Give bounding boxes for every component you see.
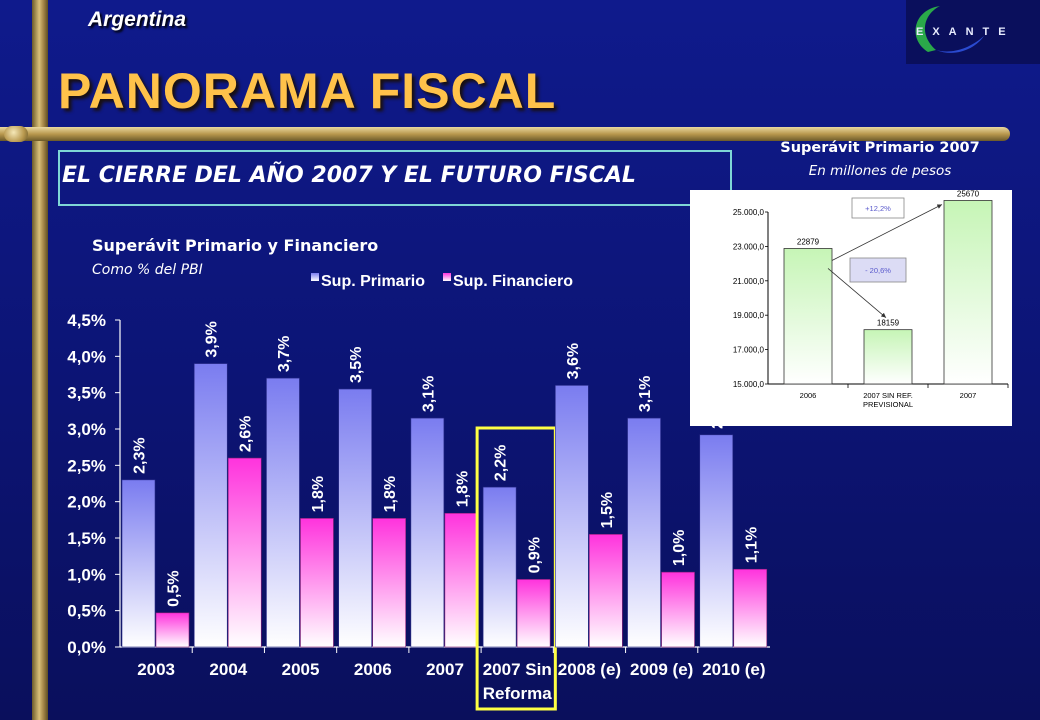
logo-swoosh-icon xyxy=(915,6,984,53)
bar-primario xyxy=(338,388,372,648)
subtitle-frame xyxy=(58,150,732,206)
x-tick-label: 2007 xyxy=(426,660,464,679)
gold-horizontal-bar xyxy=(0,127,1010,141)
y-tick-label: 2,5% xyxy=(67,456,106,475)
annotation-box-down xyxy=(849,257,907,283)
chart2-y-tick-label: 23.000,0 xyxy=(733,242,765,251)
chart2-y-tick-label: 17.000,0 xyxy=(733,346,765,355)
y-tick-label: 1,0% xyxy=(67,565,106,584)
chart2-title: Superávit Primario 2007 xyxy=(780,140,980,156)
data-label-primario: 3,1% xyxy=(420,376,437,412)
bar-financiero xyxy=(733,568,768,648)
x-tick-label: 2003 xyxy=(137,660,175,679)
chart2-x-tick-label: 2007 xyxy=(960,391,977,400)
bar-primario xyxy=(193,363,228,648)
data-label-financiero: 1,8% xyxy=(382,476,399,512)
bar-primario xyxy=(699,434,734,648)
y-tick-label: 3,0% xyxy=(67,420,106,439)
bar-primario xyxy=(555,385,589,648)
y-tick-label: 2,0% xyxy=(67,493,106,512)
bar-primario xyxy=(410,417,445,648)
data-label-financiero: 1,0% xyxy=(671,530,688,566)
country-label: Argentina xyxy=(88,8,187,31)
bar-financiero xyxy=(444,512,479,648)
page-subtitle: EL CIERRE DEL AÑO 2007 Y EL FUTURO FISCA… xyxy=(62,163,636,188)
data-label-financiero: 2,6% xyxy=(238,416,255,452)
y-tick-label: 0,0% xyxy=(67,638,106,657)
y-tick-label: 3,5% xyxy=(67,384,106,403)
x-tick-label: Reforma xyxy=(483,684,553,703)
data-label-financiero: 0,9% xyxy=(527,537,544,573)
chart-subtitle: Como % del PBI xyxy=(92,262,203,278)
data-label-financiero: 0,5% xyxy=(166,570,183,606)
fiscal-surplus-chart: 0,0% 0,5% 1,0% 1,5% 2,0% 2,5% 3,0% 3,5% 4,0% 4,5%… xyxy=(67,273,770,711)
data-label-financiero: 1,8% xyxy=(310,476,327,512)
data-label-primario: 3,9% xyxy=(204,321,221,357)
bar-primario xyxy=(266,377,300,648)
chart2-bar xyxy=(783,248,833,385)
y-tick-label: 4,0% xyxy=(67,347,106,366)
chart2-x-tick-label: 2006 xyxy=(800,391,817,400)
data-label-primario: 3,5% xyxy=(348,347,365,383)
bar-financiero xyxy=(300,518,334,648)
bar-primario xyxy=(482,486,517,648)
x-tick-label: 2006 xyxy=(354,660,392,679)
data-label-primario: 2,3% xyxy=(132,437,149,473)
bar-primario xyxy=(121,479,156,648)
arrow-down xyxy=(827,268,887,318)
annotation-up: +12,2% xyxy=(865,204,891,213)
legend-label-primario: Sup. Primario xyxy=(321,273,425,290)
data-label-primario: 2,2% xyxy=(493,445,510,481)
bar-financiero xyxy=(589,534,623,648)
gold-bar-cap xyxy=(4,126,28,142)
chart2-value-label: 25670 xyxy=(957,190,980,198)
legend: Sup. Primario Sup. Financiero xyxy=(311,273,573,290)
data-label-financiero: 1,8% xyxy=(454,471,471,507)
chart2-y-tick-label: 15.000,0 xyxy=(733,380,765,389)
data-label-primario: 3,6% xyxy=(565,343,582,379)
x-tick-label: 2009 (e) xyxy=(630,660,693,679)
annotation-down: - 20,6% xyxy=(865,266,891,275)
chart2-y-tick-label: 21.000,0 xyxy=(733,277,765,286)
chart2-y-tick-label: 19.000,0 xyxy=(733,311,765,320)
x-tick-label: 2008 (e) xyxy=(558,660,621,679)
bar-financiero xyxy=(516,579,551,648)
chart2-y-tick-label: 25.000,0 xyxy=(733,208,765,217)
data-label-primario: 3,1% xyxy=(637,376,654,412)
y-tick-label: 4,5% xyxy=(67,311,106,330)
x-tick-label: 2005 xyxy=(282,660,320,679)
bar-financiero xyxy=(372,518,406,648)
page-title: PANORAMA FISCAL xyxy=(58,63,557,119)
arrow-up xyxy=(831,204,943,261)
chart2-bar xyxy=(863,329,913,385)
x-tick-label: 2004 xyxy=(209,660,247,679)
primary-surplus-2007-chart: 15.000,0 17.000,0 19.000,0 21.000,0 23.000,0… xyxy=(690,190,1012,426)
chart-title: Superávit Primario y Financiero xyxy=(92,236,379,255)
legend-label-financiero: Sup. Financiero xyxy=(453,273,573,290)
chart2-value-label: 18159 xyxy=(877,319,900,328)
x-tick-label: 2010 (e) xyxy=(702,660,765,679)
legend-swatch-financiero xyxy=(443,273,451,281)
chart2-x-tick-label: 2007 SIN REF. xyxy=(863,391,913,400)
annotation-box-up xyxy=(851,197,905,219)
data-label-primario: 3,7% xyxy=(276,336,293,372)
bar-financiero xyxy=(155,612,190,648)
bar-primario xyxy=(627,417,661,648)
y-tick-label: 1,5% xyxy=(67,529,106,548)
gold-vertical-bar xyxy=(32,0,48,720)
logo xyxy=(906,0,1040,64)
chart2-bar xyxy=(943,200,993,385)
x-tick-label: 2007 Sin xyxy=(483,660,552,679)
chart2-subtitle: En millones de pesos xyxy=(808,163,952,179)
bar-financiero xyxy=(661,571,695,648)
legend-swatch-primario xyxy=(311,273,319,281)
data-label-financiero: 1,1% xyxy=(743,527,760,563)
chart2-value-label: 22879 xyxy=(797,237,820,246)
y-tick-label: 0,5% xyxy=(67,602,106,621)
bar-financiero xyxy=(227,457,262,648)
data-label-financiero: 1,5% xyxy=(599,492,616,528)
logo-text: EXANTE xyxy=(916,26,1015,38)
chart2-x-tick-label: PREVISIONAL xyxy=(863,400,913,409)
